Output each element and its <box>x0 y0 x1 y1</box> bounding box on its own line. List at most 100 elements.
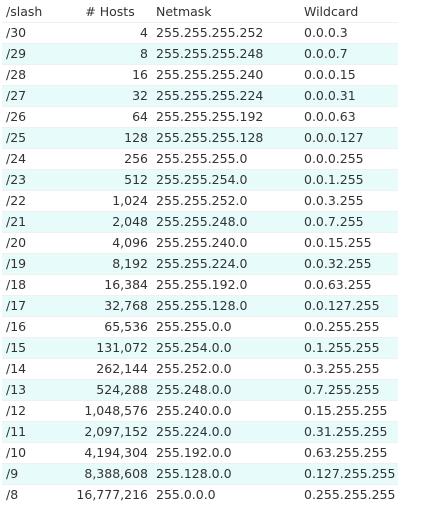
cell-netmask: 255.255.128.0 <box>152 296 300 317</box>
cell-hosts: 65,536 <box>68 317 152 338</box>
cell-wildcard: 0.0.0.15 <box>300 65 398 86</box>
cell-wildcard: 0.0.0.7 <box>300 44 398 65</box>
cell-netmask: 255.224.0.0 <box>152 422 300 443</box>
cell-netmask: 255.248.0.0 <box>152 380 300 401</box>
cell-slash: /30 <box>2 23 68 44</box>
cell-slash: /21 <box>2 212 68 233</box>
cell-wildcard: 0.0.0.31 <box>300 86 398 107</box>
cell-slash: /23 <box>2 170 68 191</box>
cell-slash: /27 <box>2 86 68 107</box>
cell-netmask: 255.255.255.248 <box>152 44 300 65</box>
cell-wildcard: 0.0.7.255 <box>300 212 398 233</box>
cell-netmask: 255.255.240.0 <box>152 233 300 254</box>
cell-slash: /17 <box>2 296 68 317</box>
cell-netmask: 255.255.254.0 <box>152 170 300 191</box>
cell-netmask: 255.255.248.0 <box>152 212 300 233</box>
cell-wildcard: 0.255.255.255 <box>300 485 398 505</box>
cell-hosts: 8,192 <box>68 254 152 275</box>
cell-netmask: 255.128.0.0 <box>152 464 300 485</box>
cell-hosts: 16,777,216 <box>68 485 152 505</box>
cell-wildcard: 0.0.0.127 <box>300 128 398 149</box>
cell-wildcard: 0.127.255.255 <box>300 464 398 485</box>
cell-hosts: 1,024 <box>68 191 152 212</box>
cell-hosts: 4,096 <box>68 233 152 254</box>
cell-netmask: 255.240.0.0 <box>152 401 300 422</box>
cell-netmask: 255.0.0.0 <box>152 485 300 505</box>
cell-wildcard: 0.31.255.255 <box>300 422 398 443</box>
cell-netmask: 255.255.255.0 <box>152 149 300 170</box>
cell-wildcard: 0.15.255.255 <box>300 401 398 422</box>
cell-hosts: 1,048,576 <box>68 401 152 422</box>
cell-slash: /25 <box>2 128 68 149</box>
cell-slash: /26 <box>2 107 68 128</box>
cell-hosts: 524,288 <box>68 380 152 401</box>
header-wildcard: Wildcard <box>300 2 398 23</box>
cell-slash: /8 <box>2 485 68 505</box>
cell-slash: /29 <box>2 44 68 65</box>
cell-netmask: 255.255.255.192 <box>152 107 300 128</box>
cell-slash: /11 <box>2 422 68 443</box>
cell-slash: /22 <box>2 191 68 212</box>
cell-wildcard: 0.1.255.255 <box>300 338 398 359</box>
cell-wildcard: 0.7.255.255 <box>300 380 398 401</box>
cell-wildcard: 0.0.63.255 <box>300 275 398 296</box>
cell-netmask: 255.252.0.0 <box>152 359 300 380</box>
cell-wildcard: 0.0.1.255 <box>300 170 398 191</box>
cell-slash: /24 <box>2 149 68 170</box>
cell-slash: /18 <box>2 275 68 296</box>
cell-slash: /14 <box>2 359 68 380</box>
header-netmask: Netmask <box>152 2 300 23</box>
cell-wildcard: 0.0.3.255 <box>300 191 398 212</box>
cell-hosts: 512 <box>68 170 152 191</box>
cell-netmask: 255.255.255.240 <box>152 65 300 86</box>
cell-netmask: 255.255.0.0 <box>152 317 300 338</box>
cell-wildcard: 0.0.127.255 <box>300 296 398 317</box>
cell-hosts: 2,048 <box>68 212 152 233</box>
cell-wildcard: 0.0.0.63 <box>300 107 398 128</box>
cell-slash: /16 <box>2 317 68 338</box>
header-slash: /slash <box>2 2 68 23</box>
cell-wildcard: 0.63.255.255 <box>300 443 398 464</box>
cell-wildcard: 0.0.32.255 <box>300 254 398 275</box>
cell-hosts: 32,768 <box>68 296 152 317</box>
cell-hosts: 256 <box>68 149 152 170</box>
cell-hosts: 4,194,304 <box>68 443 152 464</box>
cell-netmask: 255.255.255.128 <box>152 128 300 149</box>
cell-slash: /10 <box>2 443 68 464</box>
cell-netmask: 255.255.252.0 <box>152 191 300 212</box>
cell-hosts: 8,388,608 <box>68 464 152 485</box>
header-hosts: # Hosts <box>68 2 152 23</box>
cell-slash: /19 <box>2 254 68 275</box>
cell-slash: /15 <box>2 338 68 359</box>
cell-wildcard: 0.0.0.3 <box>300 23 398 44</box>
cell-hosts: 16 <box>68 65 152 86</box>
cell-hosts: 2,097,152 <box>68 422 152 443</box>
cell-wildcard: 0.0.0.255 <box>300 149 398 170</box>
cell-slash: /12 <box>2 401 68 422</box>
cell-netmask: 255.255.255.252 <box>152 23 300 44</box>
table-header: /slash # Hosts Netmask Wildcard <box>2 2 398 23</box>
